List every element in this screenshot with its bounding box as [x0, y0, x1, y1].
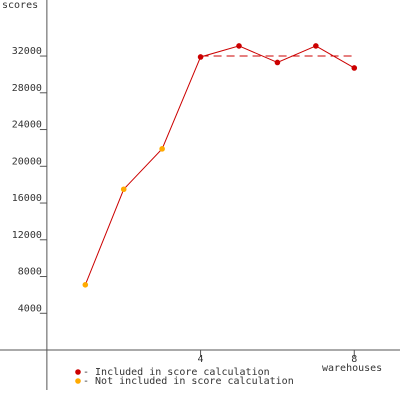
point: [159, 146, 165, 152]
point: [236, 43, 242, 49]
y-tick-label: 24000: [12, 120, 42, 131]
legend-label: - Not included in score calculation: [83, 376, 294, 387]
y-tick-label: 4000: [18, 303, 42, 314]
y-tick-label: 12000: [12, 230, 42, 241]
y-tick-label: 32000: [12, 46, 42, 57]
x-axis-label: warehouses: [322, 363, 382, 374]
point: [197, 54, 204, 60]
point: [351, 65, 358, 71]
x-tick-label: 4: [198, 354, 204, 365]
point: [120, 186, 127, 193]
x-tick-label: 8: [351, 354, 357, 365]
point: [82, 282, 89, 288]
y-tick-label: 16000: [12, 193, 42, 204]
y-axis-label: scores: [2, 0, 38, 11]
legend-marker: [75, 369, 81, 375]
line: [84, 45, 355, 285]
point: [274, 59, 281, 66]
legend-label: - Included in score calculation: [83, 367, 270, 378]
point: [313, 43, 319, 49]
y-tick-label: 20000: [12, 156, 42, 167]
y-tick-label: 8000: [18, 267, 42, 278]
legend-marker: [75, 378, 81, 384]
y-tick-label: 28000: [12, 83, 42, 94]
